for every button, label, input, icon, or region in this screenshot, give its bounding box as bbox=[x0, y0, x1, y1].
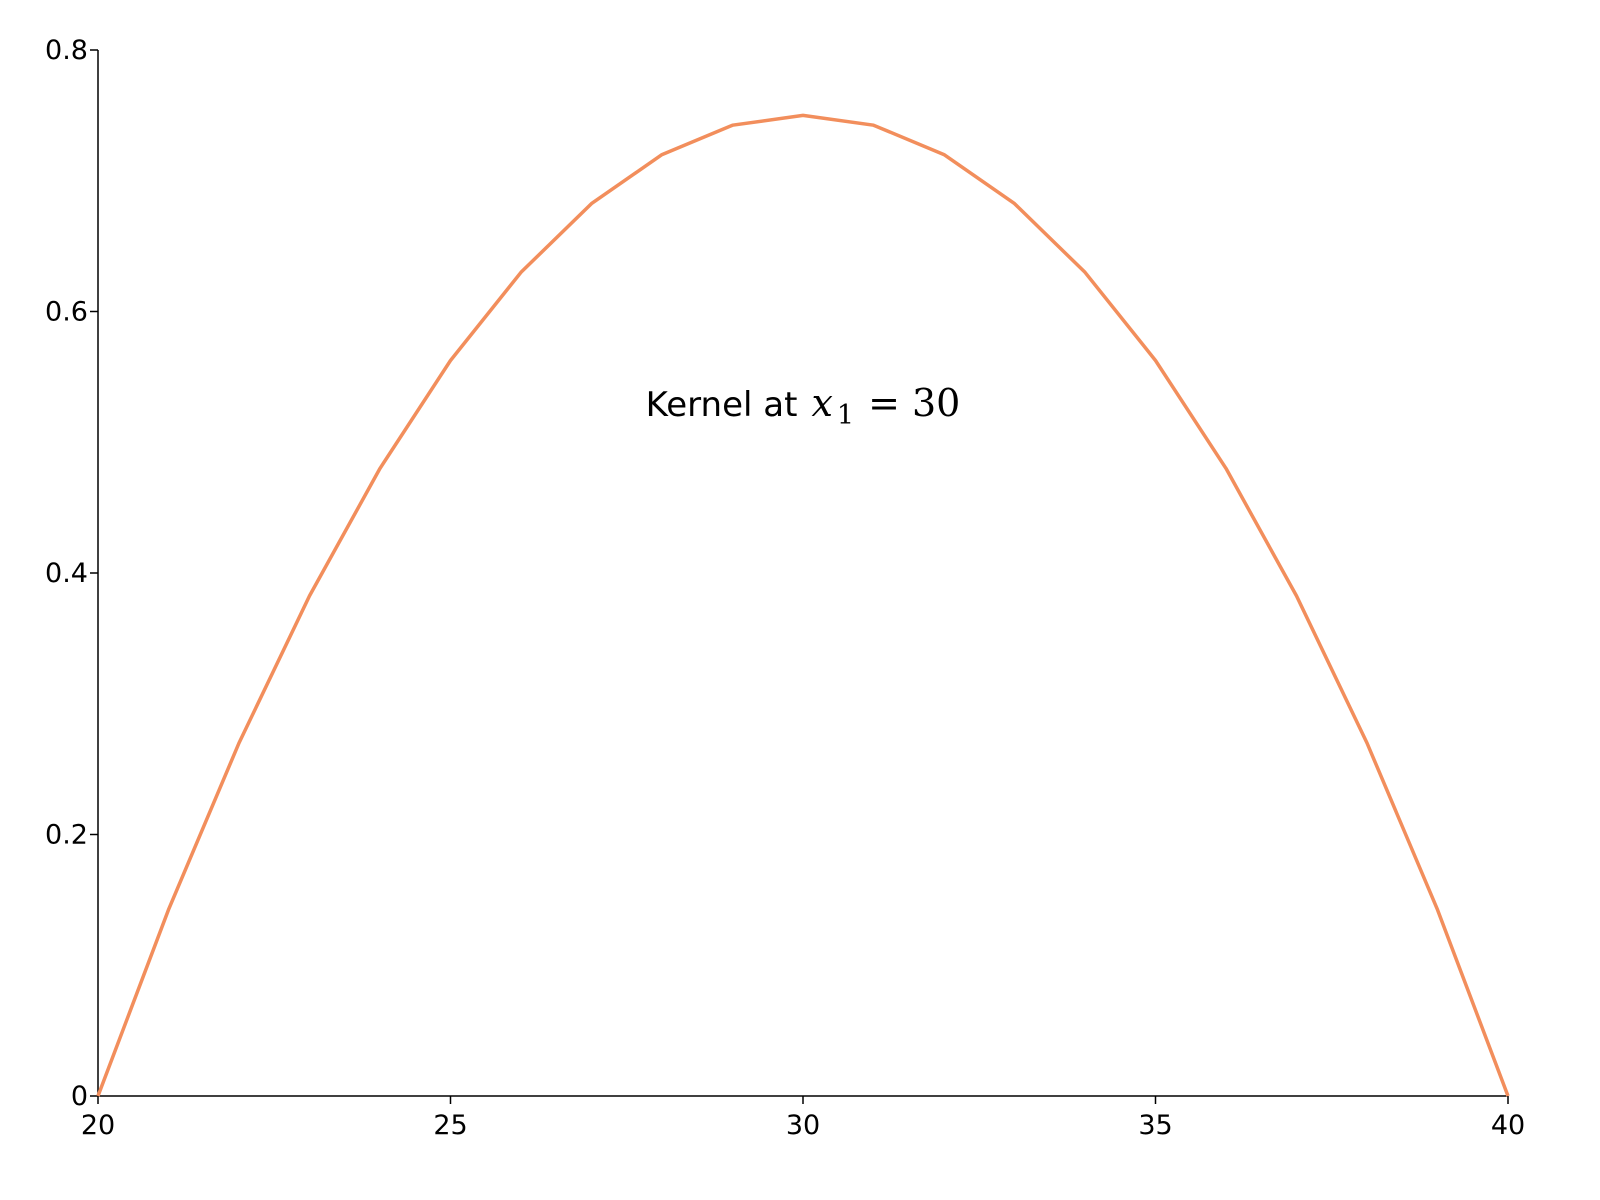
y-tick-label: 0.4 bbox=[45, 558, 88, 589]
x-tick-label: 25 bbox=[433, 1110, 467, 1141]
annotation-math-rest: = 30 bbox=[868, 381, 960, 425]
x-tick-label: 40 bbox=[1491, 1110, 1525, 1141]
axes: 20 25 30 35 40 0 0.2 0.4 0.6 0.8 bbox=[45, 35, 1525, 1141]
annotation-text: Kernel at bbox=[646, 385, 798, 425]
y-tick-label: 0.2 bbox=[45, 820, 88, 851]
kernel-annotation: Kernel at x 1 = 30 bbox=[646, 381, 961, 431]
annotation-math-var: x bbox=[811, 381, 832, 425]
x-tick-label: 30 bbox=[786, 1110, 820, 1141]
y-tick-label: 0.6 bbox=[45, 297, 88, 328]
series-line bbox=[96, 113, 1510, 1097]
x-tick-label: 20 bbox=[81, 1110, 115, 1141]
annotation-math-sub: 1 bbox=[837, 400, 854, 431]
y-tick-label: 0.8 bbox=[45, 35, 88, 66]
y-ticks: 0 0.2 0.4 0.6 0.8 bbox=[45, 35, 98, 1112]
x-ticks: 20 25 30 35 40 bbox=[81, 1096, 1525, 1141]
x-tick-label: 35 bbox=[1138, 1110, 1172, 1141]
y-tick-label: 0 bbox=[71, 1081, 88, 1112]
plot-area bbox=[96, 113, 1510, 1097]
